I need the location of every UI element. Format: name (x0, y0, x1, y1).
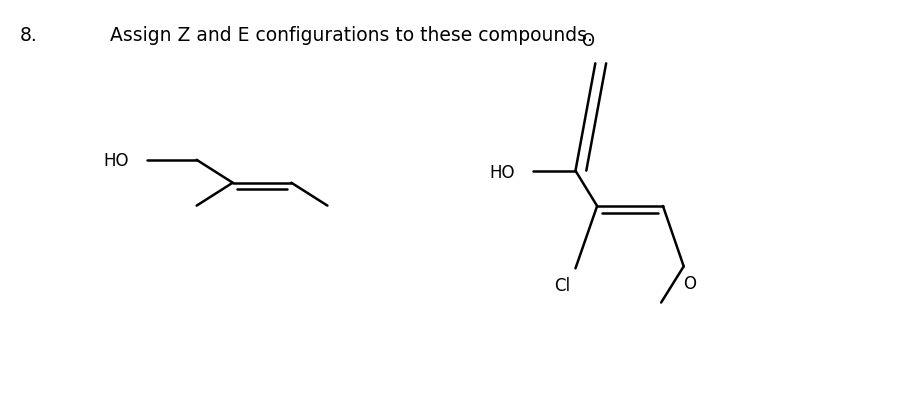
Text: HO: HO (489, 164, 514, 181)
Text: Cl: Cl (554, 277, 570, 295)
Text: O: O (683, 275, 695, 293)
Text: O: O (581, 32, 594, 50)
Text: Assign Z and E configurations to these compounds.: Assign Z and E configurations to these c… (110, 26, 593, 45)
Text: 8.: 8. (20, 26, 38, 45)
Text: HO: HO (104, 152, 129, 169)
